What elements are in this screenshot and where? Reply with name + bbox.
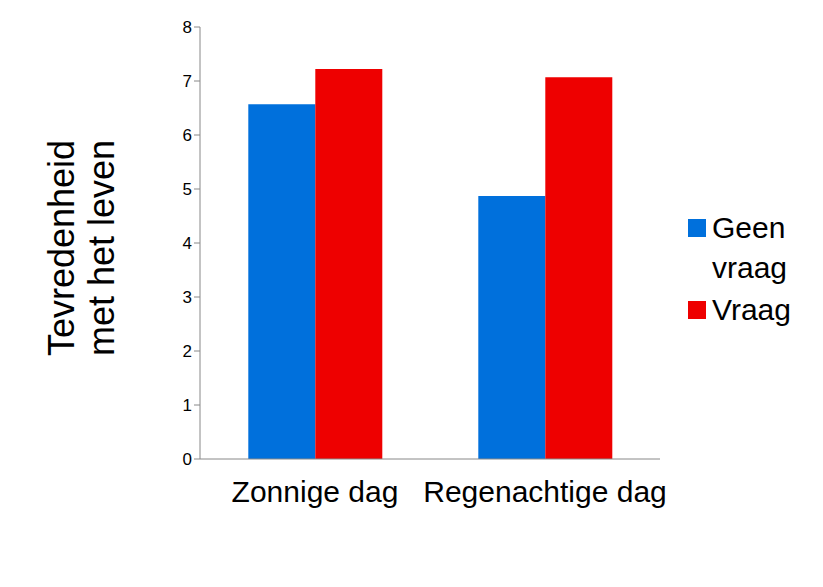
svg-text:2: 2 [183,342,192,361]
svg-text:3: 3 [183,288,192,307]
svg-text:Regenachtige dag: Regenachtige dag [423,475,667,508]
svg-text:4: 4 [183,234,192,253]
svg-text:6: 6 [183,126,192,145]
svg-text:0: 0 [183,450,192,469]
svg-text:7: 7 [183,72,192,91]
svg-text:1: 1 [183,396,192,415]
svg-text:Tevredenheidmet het leven: Tevredenheidmet het leven [41,140,122,356]
html-text:Vraag: Vraag [712,293,791,326]
svg-text:Zonnige dag: Zonnige dag [232,475,399,508]
svg-text:5: 5 [183,180,192,199]
svg-text:8: 8 [183,18,192,37]
html-text:Geen vraag: Geen vraag [712,211,787,284]
